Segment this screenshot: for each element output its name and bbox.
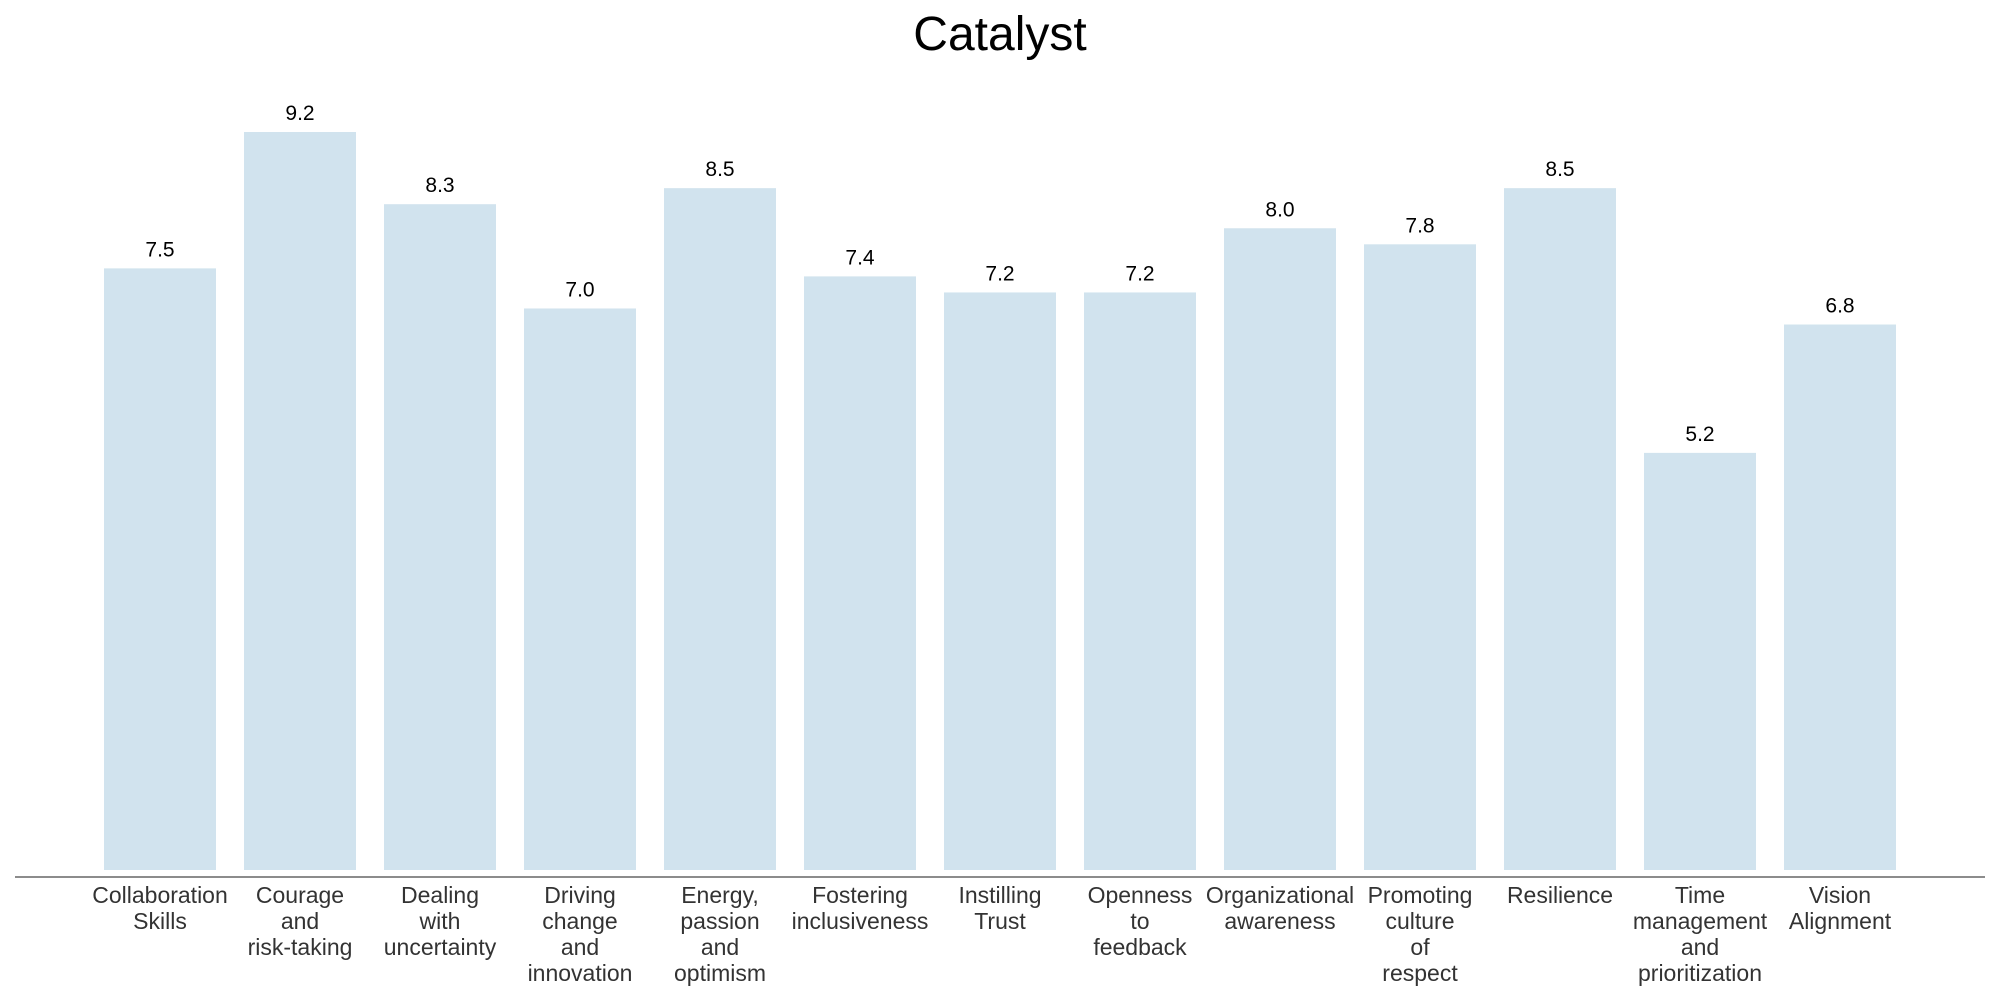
x-tick-label-line: Courage: [256, 882, 344, 908]
x-tick-label: Energy, passion and optimism: [674, 882, 766, 986]
x-tick-label-line: Fostering: [812, 882, 908, 908]
x-tick-label: Openness to feedback: [1088, 882, 1193, 960]
bar-value-label: 6.8: [1825, 295, 1854, 318]
bar: [664, 188, 776, 871]
bar-value-label: 7.8: [1405, 214, 1434, 237]
bar: [1644, 452, 1756, 870]
bar: [384, 204, 496, 870]
x-tick-label-line: and: [281, 908, 319, 934]
bar: [804, 276, 916, 870]
x-tick-label-line: Vision: [1809, 882, 1871, 908]
x-tick-label-line: Time: [1675, 882, 1725, 908]
x-tick-label-line: Alignment: [1789, 908, 1892, 934]
x-tick-label-line: culture: [1385, 908, 1454, 934]
bar-value-label: 9.2: [285, 102, 314, 125]
x-tick-label-line: and: [701, 934, 739, 960]
bar: [244, 132, 356, 870]
x-tick-label-line: Organizational: [1206, 882, 1354, 908]
bar: [524, 308, 636, 870]
x-tick-label-line: Energy,: [681, 882, 759, 908]
x-tick-label-line: Driving: [544, 882, 616, 908]
bar: [104, 268, 216, 870]
bars-group: [104, 132, 1896, 871]
chart-title: Catalyst: [913, 8, 1086, 61]
x-tick-label: Driving change and innovation: [528, 882, 633, 986]
bar: [1364, 244, 1476, 871]
bar: [944, 292, 1056, 870]
x-tick-label-line: uncertainty: [384, 934, 497, 960]
x-tick-label: Courage and risk-taking: [248, 882, 353, 960]
bar: [1224, 228, 1336, 870]
bar-value-label: 8.5: [1545, 158, 1574, 181]
x-tick-label-line: Instilling: [958, 882, 1041, 908]
bar: [1784, 324, 1896, 870]
x-tick-label: Fostering inclusiveness: [792, 882, 929, 934]
x-tick-label-line: with: [419, 908, 461, 934]
x-tick-label-line: prioritization: [1638, 960, 1762, 986]
x-tick-label-line: Resilience: [1507, 882, 1613, 908]
bar: [1504, 188, 1616, 871]
x-tick-label-line: change: [542, 908, 617, 934]
x-tick-label-line: Collaboration: [92, 882, 228, 908]
x-tick-label-line: Dealing: [401, 882, 479, 908]
x-tick-label-line: optimism: [674, 960, 766, 986]
bar-value-label: 5.2: [1685, 423, 1714, 446]
x-tick-label: Vision Alignment: [1789, 882, 1892, 934]
x-tick-label-line: management: [1633, 908, 1768, 934]
x-tick-label-line: risk-taking: [248, 934, 353, 960]
x-tick-label: Collaboration Skills: [92, 882, 228, 934]
x-tick-label-line: to: [1130, 908, 1149, 934]
x-tick-label-line: awareness: [1224, 908, 1335, 934]
x-tick-label: Organizational awareness: [1206, 882, 1354, 934]
x-tick-label-line: and: [561, 934, 599, 960]
x-tick-label-line: inclusiveness: [792, 908, 929, 934]
bar-value-label: 8.0: [1265, 198, 1294, 221]
bar-value-label: 7.2: [985, 262, 1014, 285]
x-tick-label-line: respect: [1382, 960, 1458, 986]
bar-value-label: 7.2: [1125, 262, 1154, 285]
x-tick-label-line: Trust: [974, 908, 1026, 934]
x-tick-label: Promoting culture of respect: [1368, 882, 1473, 986]
x-tick-label: Dealing with uncertainty: [384, 882, 497, 960]
x-tick-label-line: innovation: [528, 960, 633, 986]
x-tick-label-line: feedback: [1093, 934, 1187, 960]
bar-value-label: 8.5: [705, 158, 734, 181]
value-labels-group: 7.5 9.2 8.3 7.0 8.5 7.4 7.2 7.2 8.0 7.8 8.5 5.2 6.8: [145, 102, 1854, 446]
x-tick-label: Instilling Trust: [958, 882, 1041, 934]
x-tick-label-line: Skills: [133, 908, 187, 934]
bar: [1084, 292, 1196, 870]
x-tick-label: Time management and prioritization: [1633, 882, 1768, 986]
x-tick-label-line: Promoting: [1368, 882, 1473, 908]
bar-value-label: 7.5: [145, 238, 174, 261]
x-tick-label: Resilience: [1507, 882, 1613, 908]
x-tick-label-line: Openness: [1088, 882, 1193, 908]
bar-value-label: 7.4: [845, 246, 875, 269]
x-tick-label-line: and: [1681, 934, 1719, 960]
bar-value-label: 7.0: [565, 278, 594, 301]
bar-value-label: 8.3: [425, 174, 454, 197]
x-tick-label-line: passion: [680, 908, 759, 934]
x-tick-label-line: of: [1410, 934, 1430, 960]
